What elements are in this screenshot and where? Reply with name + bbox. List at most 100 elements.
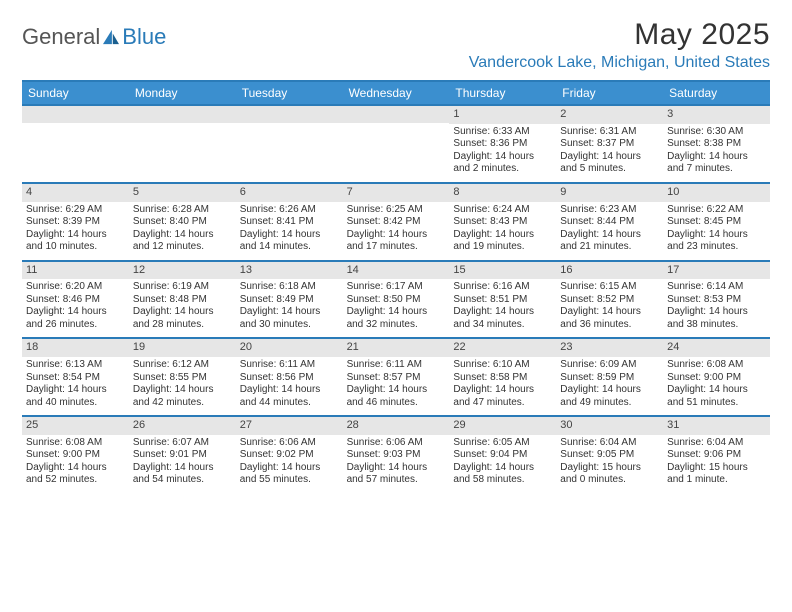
day-number bbox=[343, 106, 450, 123]
sunset-text: Sunset: 8:50 PM bbox=[347, 294, 446, 307]
daylight-text: Daylight: 14 hours and 52 minutes. bbox=[26, 462, 125, 487]
daylight-text: Daylight: 14 hours and 23 minutes. bbox=[667, 229, 766, 254]
sunrise-text: Sunrise: 6:08 AM bbox=[667, 359, 766, 372]
daylight-text: Daylight: 14 hours and 26 minutes. bbox=[26, 306, 125, 331]
day-number: 27 bbox=[236, 417, 343, 435]
day-cell: 23Sunrise: 6:09 AMSunset: 8:59 PMDayligh… bbox=[556, 339, 663, 415]
sunrise-text: Sunrise: 6:26 AM bbox=[240, 204, 339, 217]
day-body: Sunrise: 6:11 AMSunset: 8:56 PMDaylight:… bbox=[236, 357, 343, 415]
sunset-text: Sunset: 8:41 PM bbox=[240, 216, 339, 229]
title-block: May 2025 Vandercook Lake, Michigan, Unit… bbox=[469, 18, 770, 72]
day-cell: 6Sunrise: 6:26 AMSunset: 8:41 PMDaylight… bbox=[236, 184, 343, 260]
daylight-text: Daylight: 14 hours and 30 minutes. bbox=[240, 306, 339, 331]
sunset-text: Sunset: 8:56 PM bbox=[240, 372, 339, 385]
sunrise-text: Sunrise: 6:07 AM bbox=[133, 437, 232, 450]
day-cell: 9Sunrise: 6:23 AMSunset: 8:44 PMDaylight… bbox=[556, 184, 663, 260]
dow-cell: Sunday bbox=[22, 82, 129, 104]
daylight-text: Daylight: 14 hours and 49 minutes. bbox=[560, 384, 659, 409]
daylight-text: Daylight: 14 hours and 32 minutes. bbox=[347, 306, 446, 331]
daylight-text: Daylight: 14 hours and 42 minutes. bbox=[133, 384, 232, 409]
day-body: Sunrise: 6:30 AMSunset: 8:38 PMDaylight:… bbox=[663, 124, 770, 182]
day-body: Sunrise: 6:11 AMSunset: 8:57 PMDaylight:… bbox=[343, 357, 450, 415]
day-body: Sunrise: 6:16 AMSunset: 8:51 PMDaylight:… bbox=[449, 279, 556, 337]
sunset-text: Sunset: 9:05 PM bbox=[560, 449, 659, 462]
day-number: 9 bbox=[556, 184, 663, 202]
day-number: 1 bbox=[449, 106, 556, 124]
daylight-text: Daylight: 15 hours and 1 minute. bbox=[667, 462, 766, 487]
day-number bbox=[22, 106, 129, 123]
sunset-text: Sunset: 9:02 PM bbox=[240, 449, 339, 462]
day-cell: 28Sunrise: 6:06 AMSunset: 9:03 PMDayligh… bbox=[343, 417, 450, 493]
dow-cell: Wednesday bbox=[343, 82, 450, 104]
day-body: Sunrise: 6:08 AMSunset: 9:00 PMDaylight:… bbox=[22, 435, 129, 493]
daylight-text: Daylight: 14 hours and 17 minutes. bbox=[347, 229, 446, 254]
daylight-text: Daylight: 14 hours and 5 minutes. bbox=[560, 151, 659, 176]
sunrise-text: Sunrise: 6:20 AM bbox=[26, 281, 125, 294]
sunrise-text: Sunrise: 6:23 AM bbox=[560, 204, 659, 217]
day-cell: 26Sunrise: 6:07 AMSunset: 9:01 PMDayligh… bbox=[129, 417, 236, 493]
day-body: Sunrise: 6:25 AMSunset: 8:42 PMDaylight:… bbox=[343, 202, 450, 260]
day-number: 13 bbox=[236, 262, 343, 280]
day-cell: 1Sunrise: 6:33 AMSunset: 8:36 PMDaylight… bbox=[449, 106, 556, 182]
sunrise-text: Sunrise: 6:06 AM bbox=[240, 437, 339, 450]
day-cell bbox=[236, 106, 343, 182]
day-body: Sunrise: 6:24 AMSunset: 8:43 PMDaylight:… bbox=[449, 202, 556, 260]
day-body bbox=[236, 123, 343, 179]
day-cell: 27Sunrise: 6:06 AMSunset: 9:02 PMDayligh… bbox=[236, 417, 343, 493]
daylight-text: Daylight: 14 hours and 36 minutes. bbox=[560, 306, 659, 331]
sunrise-text: Sunrise: 6:30 AM bbox=[667, 126, 766, 139]
week-row: 18Sunrise: 6:13 AMSunset: 8:54 PMDayligh… bbox=[22, 337, 770, 415]
day-body: Sunrise: 6:12 AMSunset: 8:55 PMDaylight:… bbox=[129, 357, 236, 415]
week-row: 25Sunrise: 6:08 AMSunset: 9:00 PMDayligh… bbox=[22, 415, 770, 493]
day-body: Sunrise: 6:14 AMSunset: 8:53 PMDaylight:… bbox=[663, 279, 770, 337]
daylight-text: Daylight: 14 hours and 38 minutes. bbox=[667, 306, 766, 331]
week-row: 4Sunrise: 6:29 AMSunset: 8:39 PMDaylight… bbox=[22, 182, 770, 260]
day-number: 24 bbox=[663, 339, 770, 357]
dow-cell: Friday bbox=[556, 82, 663, 104]
day-body: Sunrise: 6:08 AMSunset: 9:00 PMDaylight:… bbox=[663, 357, 770, 415]
sunset-text: Sunset: 8:43 PM bbox=[453, 216, 552, 229]
day-cell: 13Sunrise: 6:18 AMSunset: 8:49 PMDayligh… bbox=[236, 262, 343, 338]
day-body bbox=[22, 123, 129, 179]
daylight-text: Daylight: 14 hours and 2 minutes. bbox=[453, 151, 552, 176]
sail-icon bbox=[102, 29, 120, 45]
day-cell: 15Sunrise: 6:16 AMSunset: 8:51 PMDayligh… bbox=[449, 262, 556, 338]
day-cell: 12Sunrise: 6:19 AMSunset: 8:48 PMDayligh… bbox=[129, 262, 236, 338]
day-cell: 3Sunrise: 6:30 AMSunset: 8:38 PMDaylight… bbox=[663, 106, 770, 182]
sunset-text: Sunset: 8:46 PM bbox=[26, 294, 125, 307]
sunset-text: Sunset: 8:42 PM bbox=[347, 216, 446, 229]
day-cell: 19Sunrise: 6:12 AMSunset: 8:55 PMDayligh… bbox=[129, 339, 236, 415]
day-number: 7 bbox=[343, 184, 450, 202]
day-cell: 24Sunrise: 6:08 AMSunset: 9:00 PMDayligh… bbox=[663, 339, 770, 415]
brand-part2: Blue bbox=[122, 24, 166, 50]
daylight-text: Daylight: 14 hours and 40 minutes. bbox=[26, 384, 125, 409]
sunset-text: Sunset: 9:01 PM bbox=[133, 449, 232, 462]
daylight-text: Daylight: 14 hours and 46 minutes. bbox=[347, 384, 446, 409]
day-body: Sunrise: 6:19 AMSunset: 8:48 PMDaylight:… bbox=[129, 279, 236, 337]
sunset-text: Sunset: 9:06 PM bbox=[667, 449, 766, 462]
daylight-text: Daylight: 15 hours and 0 minutes. bbox=[560, 462, 659, 487]
sunset-text: Sunset: 8:38 PM bbox=[667, 138, 766, 151]
day-body: Sunrise: 6:06 AMSunset: 9:03 PMDaylight:… bbox=[343, 435, 450, 493]
day-body: Sunrise: 6:10 AMSunset: 8:58 PMDaylight:… bbox=[449, 357, 556, 415]
week-row: 11Sunrise: 6:20 AMSunset: 8:46 PMDayligh… bbox=[22, 260, 770, 338]
daylight-text: Daylight: 14 hours and 28 minutes. bbox=[133, 306, 232, 331]
day-body: Sunrise: 6:04 AMSunset: 9:05 PMDaylight:… bbox=[556, 435, 663, 493]
day-number: 21 bbox=[343, 339, 450, 357]
day-cell bbox=[129, 106, 236, 182]
weeks-container: 1Sunrise: 6:33 AMSunset: 8:36 PMDaylight… bbox=[22, 104, 770, 493]
sunrise-text: Sunrise: 6:16 AM bbox=[453, 281, 552, 294]
day-cell: 22Sunrise: 6:10 AMSunset: 8:58 PMDayligh… bbox=[449, 339, 556, 415]
sunrise-text: Sunrise: 6:24 AM bbox=[453, 204, 552, 217]
sunrise-text: Sunrise: 6:05 AM bbox=[453, 437, 552, 450]
header-row: General Blue May 2025 Vandercook Lake, M… bbox=[22, 18, 770, 72]
day-cell: 16Sunrise: 6:15 AMSunset: 8:52 PMDayligh… bbox=[556, 262, 663, 338]
days-of-week-row: SundayMondayTuesdayWednesdayThursdayFrid… bbox=[22, 82, 770, 104]
calendar-grid: SundayMondayTuesdayWednesdayThursdayFrid… bbox=[22, 80, 770, 493]
day-number: 16 bbox=[556, 262, 663, 280]
month-title: May 2025 bbox=[469, 18, 770, 52]
sunset-text: Sunset: 9:04 PM bbox=[453, 449, 552, 462]
day-body: Sunrise: 6:18 AMSunset: 8:49 PMDaylight:… bbox=[236, 279, 343, 337]
sunrise-text: Sunrise: 6:04 AM bbox=[560, 437, 659, 450]
sunrise-text: Sunrise: 6:08 AM bbox=[26, 437, 125, 450]
